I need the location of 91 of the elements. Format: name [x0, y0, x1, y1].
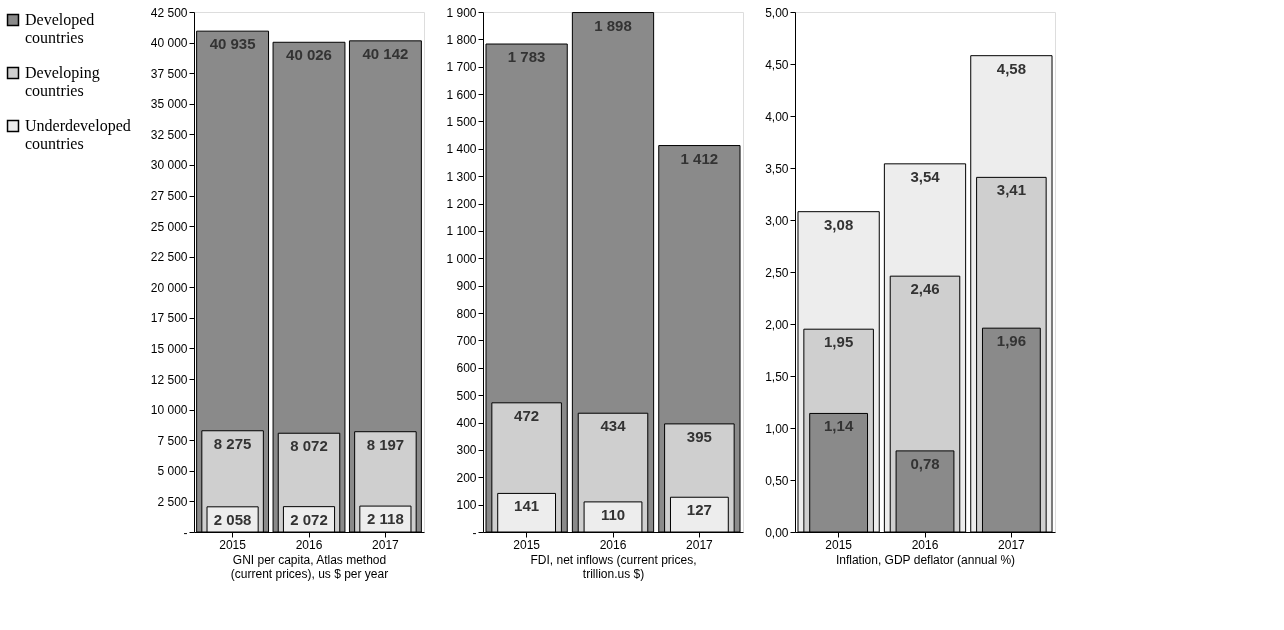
y-tick-label: -	[472, 525, 477, 540]
y-tick-label: -	[183, 525, 188, 540]
legend-label: Developing countries	[25, 64, 100, 99]
x-tick-label: 2015	[825, 537, 853, 552]
data-label: 2,46	[910, 280, 940, 298]
y-tick-label: 600	[456, 361, 477, 376]
y-tick-label: 200	[456, 470, 477, 485]
y-tick-label: 17 500	[150, 311, 188, 326]
y-tick-label: 22 500	[150, 250, 188, 265]
data-label: 1 412	[680, 149, 719, 167]
y-tick-label: 15 000	[150, 341, 188, 356]
y-tick-label: 35 000	[150, 97, 188, 112]
y-tick-label: 1 800	[446, 32, 477, 47]
y-tick-label: 100	[456, 498, 477, 513]
y-tick-label: 5,00	[765, 5, 789, 20]
y-tick-label: 30 000	[150, 158, 188, 173]
y-tick-label: 1,50	[765, 369, 789, 384]
legend-label: Developed countries	[25, 11, 95, 46]
data-label: 1 783	[507, 48, 546, 66]
y-tick-label: 700	[456, 333, 477, 348]
x-tick-label: 2016	[599, 537, 627, 552]
y-tick-label: 0,00	[765, 525, 789, 540]
data-label: 3,54	[910, 167, 941, 185]
x-axis-title: GNI per capita, Atlas method (current prices), us $ per year	[230, 552, 389, 581]
y-tick-label: 3,00	[765, 213, 789, 228]
x-axis-title: Inflation, GDP deflator (annual %)	[835, 552, 1016, 567]
data-label: 2 118	[367, 510, 404, 528]
y-tick-label: 1 300	[446, 169, 477, 184]
x-axis-title: FDI, net inflows (current prices, trillion.us $)	[530, 552, 697, 581]
y-tick-label: 20 000	[150, 280, 188, 295]
data-label: 40 935	[209, 35, 256, 53]
y-tick-label: 1,00	[765, 421, 789, 436]
data-label: 2 058	[213, 510, 252, 528]
data-label: 40 142	[362, 44, 409, 62]
y-tick-label: 1 400	[446, 142, 477, 157]
y-tick-label: 1 500	[446, 114, 477, 129]
y-tick-label: 2,00	[765, 317, 789, 332]
y-tick-label: 25 000	[150, 219, 188, 234]
y-tick-label: 42 500	[150, 5, 188, 20]
y-tick-label: 40 000	[150, 36, 188, 51]
data-label: 434	[600, 417, 627, 435]
y-tick-label: 1 700	[446, 60, 477, 75]
data-label: 141	[514, 497, 540, 515]
y-tick-label: 4,00	[765, 109, 789, 124]
data-label: 1,14	[824, 417, 854, 435]
data-label: 395	[686, 427, 712, 445]
y-tick-label: 2 500	[157, 494, 188, 509]
x-tick-label: 2017	[998, 537, 1026, 552]
y-tick-label: 5 000	[157, 464, 188, 479]
x-tick-label: 2017	[686, 537, 714, 552]
x-tick-label: 2016	[911, 537, 939, 552]
data-label: 8 275	[213, 434, 252, 452]
y-tick-label: 900	[456, 279, 477, 294]
x-tick-label: 2016	[295, 537, 323, 552]
x-tick-label: 2017	[372, 537, 400, 552]
data-label: 1,95	[824, 333, 854, 351]
y-tick-label: 800	[456, 306, 477, 321]
y-tick-label: 27 500	[150, 189, 188, 204]
y-tick-label: 10 000	[150, 403, 188, 418]
data-label: 3,08	[824, 215, 854, 233]
data-label: 4,58	[996, 59, 1026, 77]
x-tick-label: 2015	[513, 537, 541, 552]
y-tick-label: 300	[456, 443, 477, 458]
data-label: 1 898	[594, 16, 632, 34]
data-label: 110	[600, 505, 626, 523]
data-label: 472	[514, 406, 540, 424]
y-tick-label: 1 600	[446, 87, 477, 102]
y-tick-label: 1 200	[446, 197, 477, 212]
data-label: 8 072	[290, 437, 328, 455]
y-tick-label: 4,50	[765, 57, 789, 72]
y-tick-label: 7 500	[157, 433, 188, 448]
y-tick-label: 3,50	[765, 161, 789, 176]
data-label: 0,78	[910, 454, 940, 472]
y-tick-label: 500	[456, 388, 477, 403]
data-label: 8 197	[366, 435, 405, 453]
y-tick-label: 2,50	[765, 265, 789, 280]
data-label: 3,41	[996, 181, 1026, 199]
y-tick-label: 37 500	[150, 66, 188, 81]
y-tick-label: 1 000	[446, 251, 477, 266]
y-tick-label: 0,50	[765, 473, 789, 488]
data-label: 127	[686, 501, 712, 519]
data-label: 2 072	[290, 510, 328, 528]
y-tick-label: 1 900	[446, 5, 477, 20]
y-tick-label: 12 500	[150, 372, 188, 387]
y-tick-label: 400	[456, 416, 477, 431]
y-tick-label: 32 500	[150, 127, 188, 142]
legend-label: Underdeveloped countries	[25, 117, 131, 152]
data-label: 1,96	[996, 332, 1026, 350]
y-tick-label: 1 100	[446, 224, 477, 239]
data-label: 40 026	[286, 46, 332, 64]
x-tick-label: 2015	[219, 537, 247, 552]
